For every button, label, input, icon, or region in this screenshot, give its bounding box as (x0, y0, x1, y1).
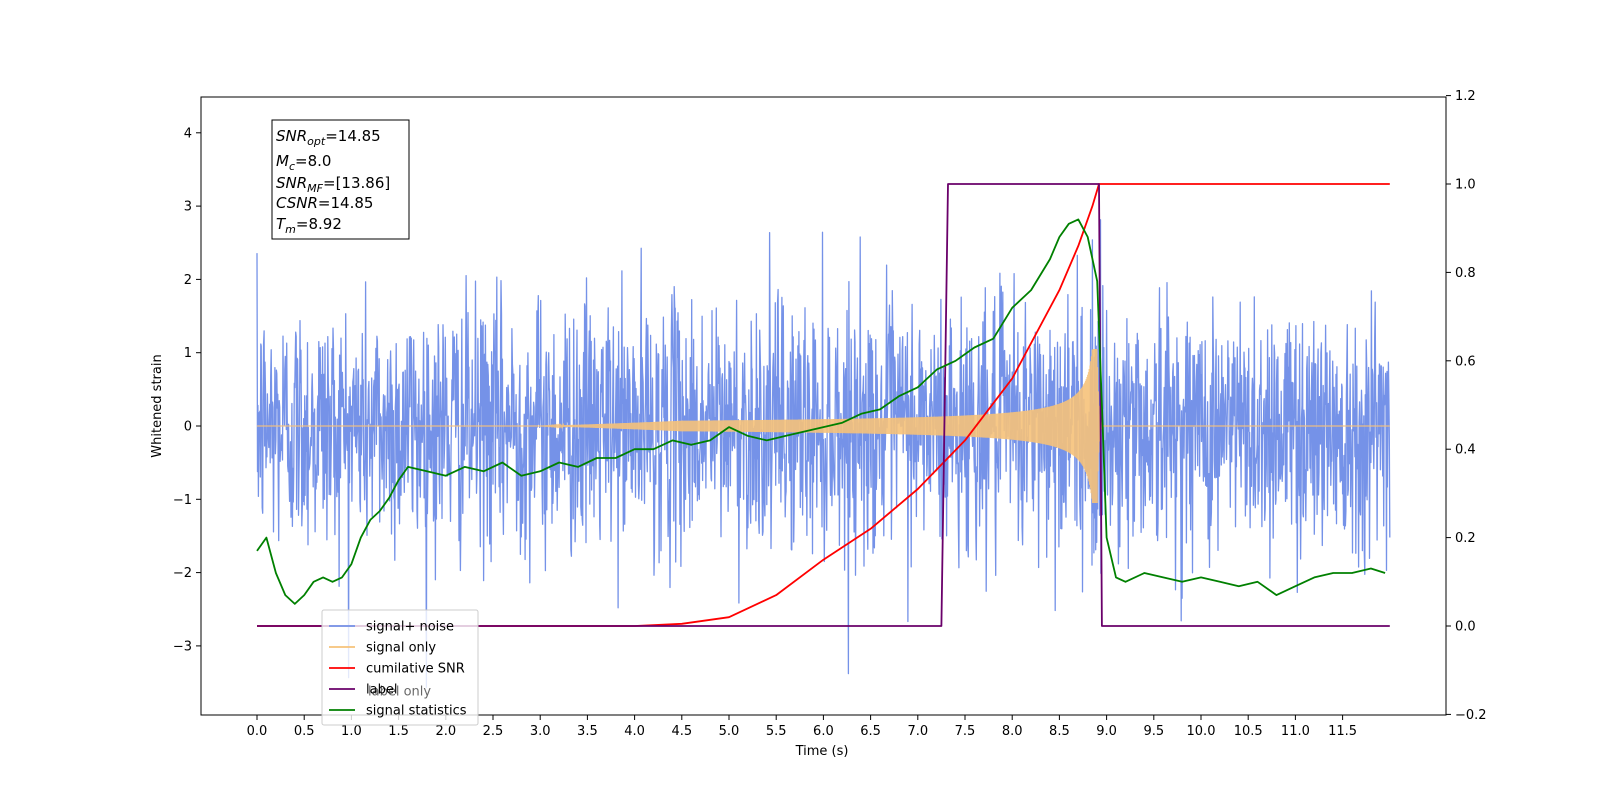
y-tick-label: 2 (184, 273, 192, 288)
legend-label: signal+ noise (366, 620, 454, 635)
x-tick-label: 1.5 (388, 724, 409, 739)
x-tick-label: 4.0 (624, 724, 645, 739)
legend-label: label (366, 683, 397, 698)
x-axis-title: Time (s) (795, 744, 849, 759)
data-layer (256, 183, 1391, 688)
x-tick-label: 8.5 (1049, 724, 1070, 739)
x-tick-label: 4.5 (671, 724, 692, 739)
y-tick-label: 4 (184, 126, 192, 141)
series-cumulative-snr-line (257, 183, 1390, 627)
annotation-snr-opt: SNRopt=14.85 (276, 127, 381, 148)
y-axis-left: 4 3 2 1 0 −1 −2 −3 (173, 126, 201, 654)
x-tick-label: 7.5 (955, 724, 976, 739)
y2-tick-label: −0.2 (1455, 708, 1487, 723)
x-tick-label: 1.0 (341, 724, 362, 739)
x-tick-label: 11.0 (1281, 724, 1310, 739)
x-tick-label: 8.0 (1002, 724, 1023, 739)
y-tick-label: 0 (184, 420, 192, 435)
series-signal-only-line (257, 348, 1390, 504)
x-tick-label: 0.0 (247, 724, 268, 739)
y-axis-right: 1.2 1.0 0.8 0.6 0.4 0.2 0.0 −0.2 (1446, 89, 1487, 723)
y2-tick-label: 1.0 (1455, 178, 1476, 193)
y-tick-label: −3 (173, 639, 192, 654)
x-tick-label: 9.5 (1143, 724, 1164, 739)
series-signal-noise-line (256, 219, 1391, 688)
series-signal-statistics-line (256, 218, 1386, 605)
x-tick-label: 10.5 (1234, 724, 1263, 739)
x-tick-label: 3.0 (530, 724, 551, 739)
y-tick-label: 1 (184, 346, 192, 361)
legend-label-ghost: label only (368, 685, 431, 700)
x-axis: 0.0 0.5 1.0 1.5 2.0 2.5 3.0 3.5 4.0 4.5 5.0 5.5 6.0 6… (247, 715, 1357, 739)
x-tick-label: 3.5 (577, 724, 598, 739)
y-axis-title: Whitened strain (150, 354, 165, 457)
x-tick-label: 2.0 (435, 724, 456, 739)
x-tick-label: 10.0 (1187, 724, 1216, 739)
y-tick-label: −1 (173, 493, 192, 508)
legend-label: cumilative SNR (366, 662, 465, 677)
y2-tick-label: 1.2 (1455, 89, 1476, 104)
x-tick-label: 11.5 (1328, 724, 1357, 739)
legend-frame (321, 609, 479, 726)
x-tick-label: 2.5 (483, 724, 504, 739)
x-tick-label: 0.5 (294, 724, 315, 739)
series-label-line (257, 183, 1390, 627)
y2-tick-label: 0.2 (1455, 531, 1476, 546)
x-tick-label: 9.0 (1096, 724, 1117, 739)
annotation-frame (271, 119, 410, 240)
y2-tick-label: 0.6 (1455, 354, 1476, 369)
x-tick-label: 7.0 (907, 724, 928, 739)
legend: label only signal+ noise signal only cumila… (321, 609, 479, 726)
y2-tick-label: 0.4 (1455, 443, 1476, 458)
annotation-csnr: CSNR=14.85 (276, 194, 373, 212)
y-tick-label: 3 (184, 200, 192, 215)
y2-tick-label: 0.8 (1455, 266, 1476, 281)
x-tick-label: 6.0 (813, 724, 834, 739)
x-tick-label: 6.5 (860, 724, 881, 739)
y2-tick-label: 0.0 (1455, 620, 1476, 635)
annotation-snr-mf: SNRMF=[13.86] (276, 174, 390, 195)
legend-label: signal only (366, 641, 436, 656)
x-tick-label: 5.0 (719, 724, 740, 739)
annotation-box: SNRopt=14.85 Mc=8.0 SNRMF=[13.86] CSNR=1… (271, 119, 410, 240)
legend-label: signal statistics (366, 704, 467, 719)
y-tick-label: −2 (173, 566, 192, 581)
annotation-tm: Tm=8.92 (276, 215, 342, 236)
annotation-mc: Mc=8.0 (276, 152, 331, 173)
x-tick-label: 5.5 (766, 724, 787, 739)
